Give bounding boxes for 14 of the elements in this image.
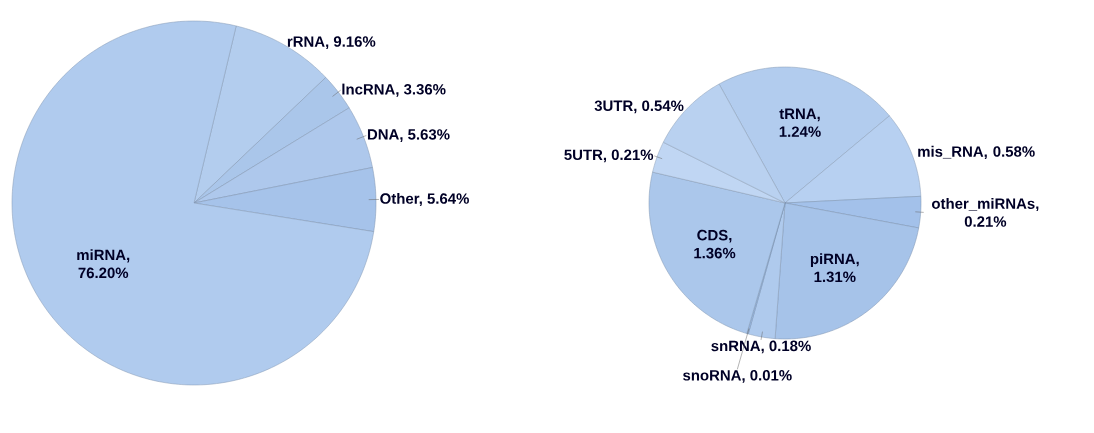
slice-label: other_miRNAs, 0.21% xyxy=(931,197,1039,227)
slice-label: miRNA, 76.20% xyxy=(77,249,130,279)
slice-label: piRNA, 1.31% xyxy=(810,253,859,283)
slice-label: snoRNA, 0.01% xyxy=(683,370,792,383)
slice-label: snRNA, 0.18% xyxy=(711,340,811,354)
slice-label: 5UTR, 0.21% xyxy=(564,149,654,163)
slice-label: 3UTR, 0.54% xyxy=(594,100,684,114)
slice-label: tRNA, 1.24% xyxy=(779,108,821,137)
slice-label: mis_RNA, 0.58% xyxy=(918,145,1035,159)
slice-label: DNA, 5.63% xyxy=(367,129,450,142)
slice-label: CDS, 1.36% xyxy=(694,229,736,259)
slice-label: rRNA, 9.16% xyxy=(287,36,376,49)
slice-label: Other, 5.64% xyxy=(380,192,469,207)
slice-label: lncRNA, 3.36% xyxy=(342,83,446,97)
